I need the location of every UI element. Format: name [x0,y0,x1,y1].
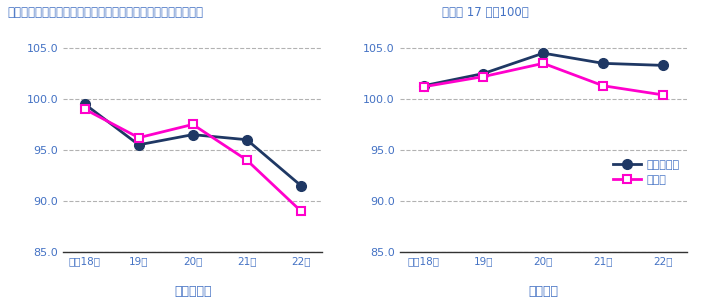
Legend: 調査産業計, 製造業: 調査産業計, 製造業 [609,155,684,190]
Text: （平成 17 年＝100）: （平成 17 年＝100） [442,6,529,19]
Text: 《全国》: 《全国》 [529,285,558,298]
Text: 図３－３　主な産業別常用雇用指数の推移（規模３０人以上）: 図３－３ 主な産業別常用雇用指数の推移（規模３０人以上） [7,6,203,19]
Text: 《鳥取県》: 《鳥取県》 [174,285,212,298]
